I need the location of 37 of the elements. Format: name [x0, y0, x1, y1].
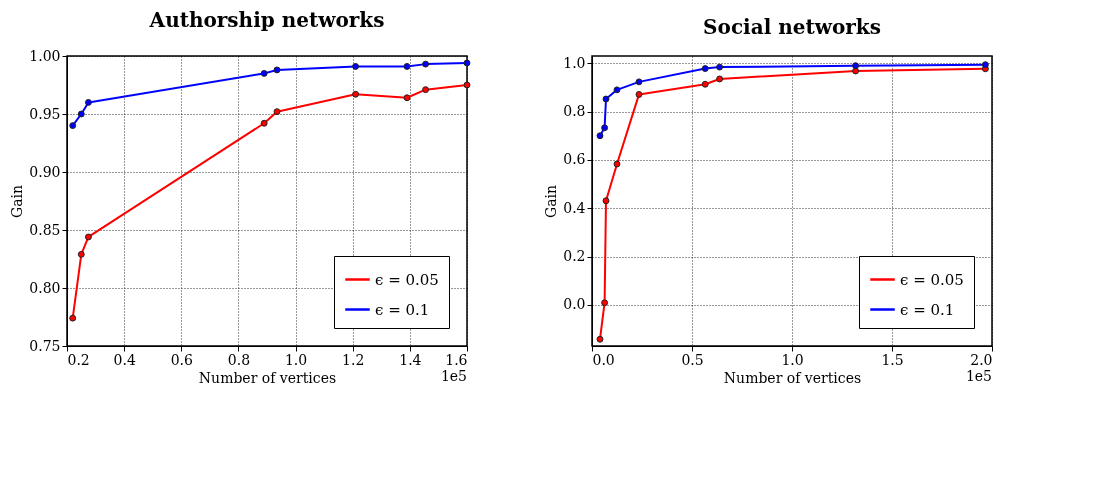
text: 1e5 [965, 368, 992, 384]
y-tick-label: 1.00 [29, 47, 61, 64]
legend-label: ϵ = 0.05 [375, 270, 439, 289]
y-tick-label: 1.0 [563, 54, 586, 71]
x-tick-label: 0.5 [681, 351, 704, 368]
x-tick-label: 0.0 [592, 351, 615, 368]
chart-title: Social networks [703, 15, 881, 39]
x-tick-label: 1.6 [445, 351, 468, 368]
x-tick-label: 1.2 [342, 351, 365, 368]
x-axis-title: Number of vertices [198, 369, 337, 386]
y-tick-label: 0.6 [563, 151, 586, 168]
y-axis-title: Gain [543, 184, 560, 219]
x-tick-label: 2.0 [970, 351, 993, 368]
x-tick-label: 0.6 [170, 351, 194, 368]
x-tick-label: 1.5 [881, 351, 904, 368]
x-tick-label: 0.4 [113, 351, 136, 368]
text: 1e5 [440, 368, 467, 384]
y-tick-label: 0.95 [29, 105, 61, 122]
y-tick-label: 0.80 [29, 279, 61, 296]
chart-title: Authorship networks [148, 8, 385, 32]
y-axis-title: Gain [9, 184, 26, 219]
x-tick-label: 0.8 [227, 351, 251, 368]
x-tick-label: 1.0 [284, 351, 308, 368]
x-tick-label: 1.4 [399, 351, 422, 368]
x-axis-title: Number of vertices [723, 369, 862, 386]
y-tick-label: 0.75 [29, 337, 61, 354]
x-tick-label: 1.0 [781, 351, 804, 368]
legend-label: ϵ = 0.1 [900, 300, 955, 319]
y-tick-label: 0.85 [29, 221, 61, 238]
x-tick-label: 0.2 [67, 351, 90, 368]
y-tick-label: 0.90 [29, 163, 61, 180]
legend-label: ϵ = 0.1 [375, 300, 430, 319]
y-tick-label: 0.2 [563, 248, 586, 265]
y-tick-label: 0.0 [563, 296, 586, 313]
y-tick-label: 0.8 [563, 103, 586, 120]
legend-label: ϵ = 0.05 [900, 270, 964, 289]
y-tick-label: 0.4 [563, 199, 586, 216]
